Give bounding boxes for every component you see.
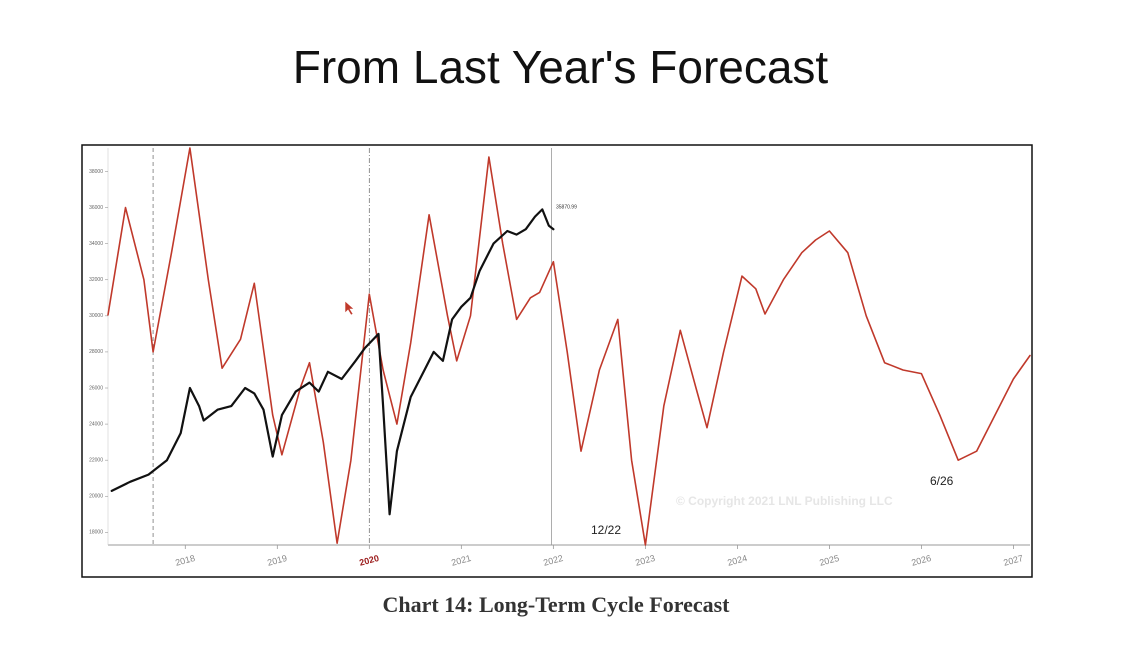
y-tick-label: 24000 (89, 421, 103, 427)
series-line (107, 147, 1031, 546)
slide-title: From Last Year's Forecast (292, 41, 829, 93)
y-tick-label: 38000 (89, 169, 103, 175)
annotation: 35870.99 (556, 204, 577, 210)
y-tick-label: 26000 (89, 385, 103, 391)
annotation: © Copyright 2021 LNL Publishing LLC (676, 494, 893, 508)
series-line (110, 208, 555, 516)
y-tick-label: 32000 (89, 277, 103, 283)
y-tick-label: 18000 (89, 530, 103, 536)
y-tick-label: 30000 (89, 313, 103, 319)
annotation: 6/26 (930, 474, 954, 488)
y-tick-label: 36000 (89, 205, 103, 211)
y-tick-label: 20000 (89, 494, 103, 500)
y-tick-label: 34000 (89, 241, 103, 247)
y-tick-label: 28000 (89, 349, 103, 355)
y-tick-label: 22000 (89, 458, 103, 464)
annotation: 12/22 (591, 523, 621, 537)
chart-frame (81, 144, 1033, 578)
chart-caption: Chart 14: Long-Term Cycle Forecast (382, 592, 730, 617)
mouse-cursor (344, 300, 355, 316)
